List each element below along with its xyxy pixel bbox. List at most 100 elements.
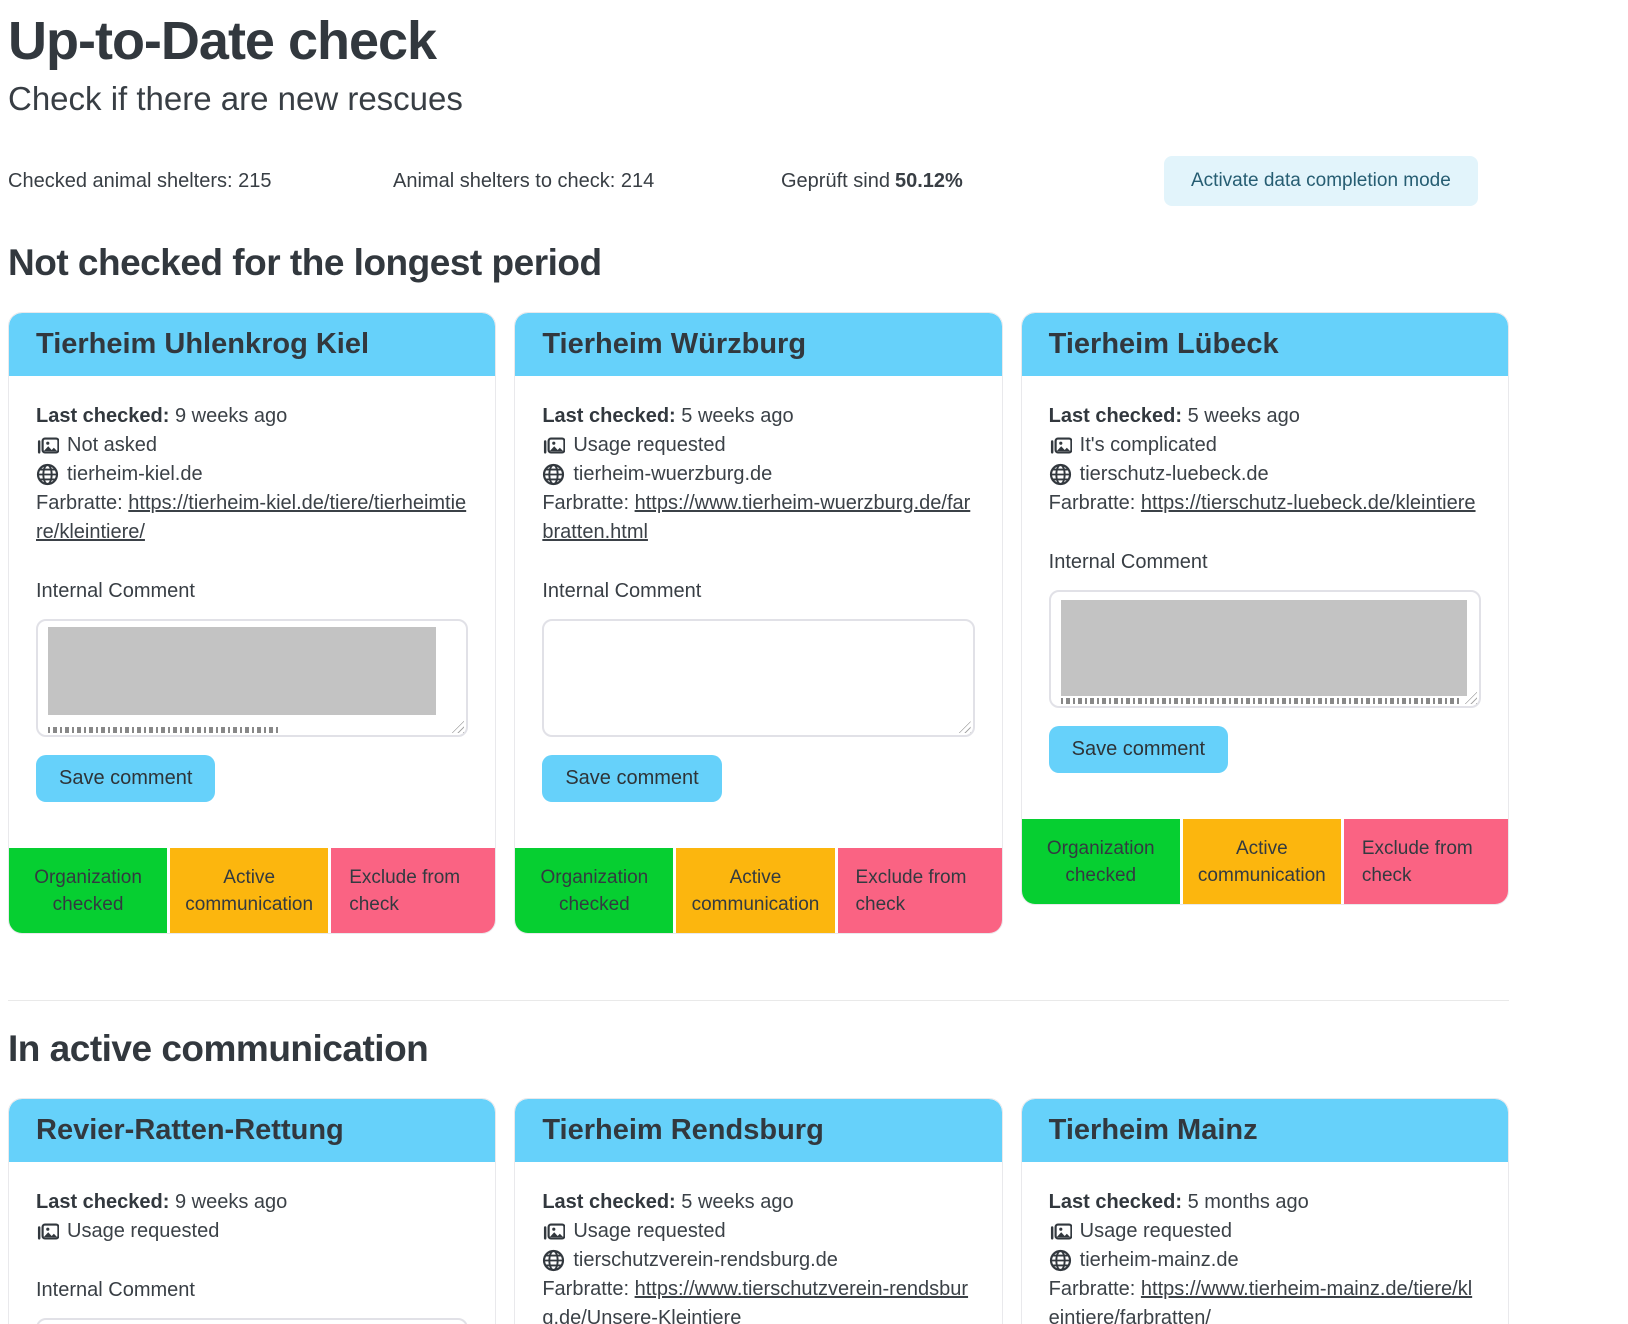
farbratte-link[interactable]: https://tierschutz-luebeck.de/kleintiere [1140,492,1476,514]
last-checked-line: Last checked: 9 weeks ago [36,1188,468,1217]
shelter-card-mainz: Tierheim Mainz Last checked: 5 months ag… [1020,1098,1509,1324]
card-actions: Organization checked Active communicatio… [515,848,1002,933]
farbratte-label: Farbratte: [36,492,123,514]
active-communication-button[interactable]: Active communication [170,848,329,933]
farbratte-link[interactable]: https://www.tierschutzverein-rendsburg.d… [542,1278,969,1324]
globe-icon [1049,1249,1072,1272]
last-checked-value: 9 weeks ago [174,1191,288,1213]
card-actions: Organization checked Active communicatio… [1021,819,1508,904]
internal-comment-label: Internal Comment [36,1279,195,1301]
redacted-comment-peek [48,727,278,733]
website: tierheim-kiel.de [67,463,203,485]
comment-textarea-wrap [542,619,975,737]
last-checked-label: Last checked: [1048,1191,1183,1213]
shelter-card-luebeck: Tierheim Lübeck Last checked: 5 weeks ag… [1020,312,1509,905]
images-icon [1049,434,1072,457]
farbratte-link[interactable]: https://tierheim-kiel.de/tiere/tierheimt… [36,492,467,543]
section-divider [8,1000,1509,1001]
images-icon [1049,1220,1072,1243]
card-title: Tierheim Lübeck [1021,313,1508,376]
organization-checked-button[interactable]: Organization checked [9,848,168,933]
globe-icon [36,463,59,486]
stat-percent-checked: Geprüft sind 50.12% [781,170,1164,193]
card-body: Last checked: 9 weeks ago Usage requeste… [9,1162,495,1324]
image-status: Usage requested [573,434,726,456]
last-checked-label: Last checked: [36,405,170,427]
save-comment-button[interactable]: Save comment [36,755,216,802]
image-status: It's complicated [1079,434,1217,456]
last-checked-line: Last checked: 5 weeks ago [542,1188,974,1217]
active-communication-button[interactable]: Active communication [1182,819,1341,904]
website: tierschutz-luebeck.de [1079,463,1269,485]
internal-comment-label: Internal Comment [542,580,702,602]
cards-row-not-checked: Tierheim Uhlenkrog Kiel Last checked: 9 … [8,312,1509,934]
globe-icon [542,463,565,486]
globe-icon [1049,463,1072,486]
images-icon [542,434,566,457]
comment-textarea-wrap [1048,590,1481,708]
card-title: Tierheim Uhlenkrog Kiel [9,313,496,376]
farbratte-label: Farbratte: [1048,1278,1136,1300]
image-status: Usage requested [1079,1220,1232,1242]
farbratte-link[interactable]: https://www.tierheim-mainz.de/tiere/klei… [1048,1278,1473,1324]
image-status: Not asked [67,434,158,456]
website: tierschutzverein-rendsburg.de [573,1249,838,1271]
website-line: tierschutzverein-rendsburg.de [542,1246,974,1275]
card-body: Last checked: 9 weeks ago Not asked tier… [9,376,495,848]
section-heading-not-checked: Not checked for the longest period [8,242,602,283]
last-checked-line: Last checked: 9 weeks ago [36,402,468,431]
card-title: Tierheim Würzburg [515,313,1002,376]
last-checked-value: 9 weeks ago [174,405,288,427]
comment-textarea-wrap [36,619,469,737]
website: tierheim-mainz.de [1079,1249,1239,1271]
comment-textarea[interactable] [36,1318,469,1324]
exclude-from-check-button[interactable]: Exclude from check [331,848,496,933]
exclude-from-check-button[interactable]: Exclude from check [1343,819,1508,904]
image-status: Usage requested [573,1220,726,1242]
last-checked-line: Last checked: 5 weeks ago [542,402,974,431]
cards-row-active-communication: Revier-Ratten-Rettung Last checked: 9 we… [8,1098,1509,1324]
farbratte-line: Farbratte: https://www.tierheim-wuerzbur… [542,489,974,547]
farbratte-line: Farbratte: https://tierschutz-luebeck.de… [1049,489,1481,518]
active-communication-button[interactable]: Active communication [676,848,835,933]
activate-data-completion-button[interactable]: Activate data completion mode [1164,156,1478,206]
website-line: tierheim-wuerzburg.de [542,460,974,489]
organization-checked-button[interactable]: Organization checked [515,848,674,933]
page-title: Up-to-Date check [8,11,437,71]
save-comment-button[interactable]: Save comment [1048,726,1229,773]
last-checked-label: Last checked: [36,1191,170,1213]
card-title: Revier-Ratten-Rettung [9,1099,496,1162]
stats-row: Checked animal shelters: 215 Animal shel… [8,156,1509,206]
last-checked-line: Last checked: 5 months ago [1049,1188,1481,1217]
farbratte-link[interactable]: https://www.tierheim-wuerzburg.de/farbra… [542,492,971,543]
card-body: Last checked: 5 months ago Usage request… [1022,1162,1508,1324]
last-checked-label: Last checked: [542,1191,676,1213]
stat-checked-shelters: Checked animal shelters: 215 [8,169,272,192]
redacted-comment [1060,600,1467,696]
image-status-line: Usage requested [542,431,974,460]
image-status-line: Not asked [36,431,468,460]
shelter-card-rendsburg: Tierheim Rendsburg Last checked: 5 weeks… [514,1098,1003,1324]
last-checked-label: Last checked: [1048,405,1183,427]
exclude-from-check-button[interactable]: Exclude from check [837,848,1002,933]
image-status-line: Usage requested [1049,1217,1481,1246]
internal-comment-label: Internal Comment [1048,551,1208,573]
organization-checked-button[interactable]: Organization checked [1021,819,1180,904]
card-title: Tierheim Rendsburg [515,1099,1002,1162]
page: Up-to-Date check Check if there are new … [8,11,1509,1324]
image-status-line: Usage requested [36,1217,468,1246]
image-status-line: Usage requested [542,1217,974,1246]
percent-value: 50.12% [894,169,963,192]
last-checked-label: Last checked: [542,405,676,427]
farbratte-label: Farbratte: [1048,492,1136,514]
comment-textarea[interactable] [542,619,975,737]
farbratte-line: Farbratte: https://www.tierschutzverein-… [542,1275,974,1324]
image-status: Usage requested [67,1220,220,1242]
shelter-card-kiel: Tierheim Uhlenkrog Kiel Last checked: 9 … [8,312,497,934]
page-subtitle: Check if there are new rescues [8,80,463,117]
section-heading-active-communication: In active communication [8,1028,429,1069]
save-comment-button[interactable]: Save comment [542,755,722,802]
last-checked-value: 5 weeks ago [1187,405,1300,427]
comment-textarea-wrap [36,1318,469,1324]
farbratte-line: Farbratte: https://www.tierheim-mainz.de… [1049,1275,1481,1324]
